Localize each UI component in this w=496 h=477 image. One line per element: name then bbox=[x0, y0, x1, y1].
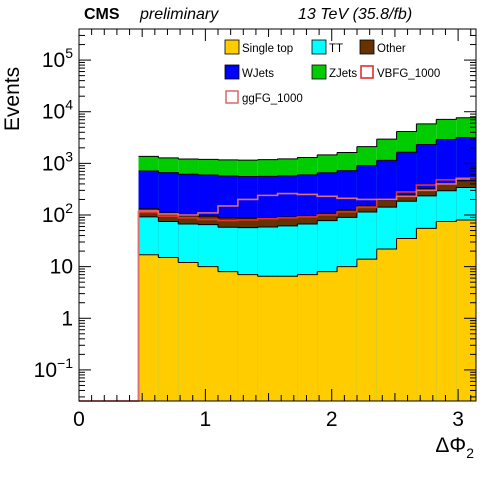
legend-swatch bbox=[311, 64, 327, 80]
histogram-bar bbox=[297, 274, 318, 401]
legend: Single top TT Other WJets ZJets VBFG_1000 ggFG… bbox=[224, 39, 440, 105]
x-tick-label: 1 bbox=[200, 408, 212, 431]
histogram-bar bbox=[416, 228, 437, 401]
histogram-bar bbox=[257, 276, 278, 401]
legend-label: TT bbox=[329, 43, 343, 55]
overlay-ggfg_1000 bbox=[79, 178, 476, 402]
histogram-bar bbox=[396, 238, 417, 401]
legend-swatch bbox=[225, 90, 239, 104]
histogram-bar bbox=[218, 271, 238, 401]
histogram-bar bbox=[356, 259, 377, 401]
histogram-bar bbox=[456, 220, 476, 401]
y-tick-label: 10 bbox=[50, 256, 73, 279]
legend-item: Single top bbox=[224, 39, 293, 55]
legend-swatch bbox=[224, 39, 240, 55]
legend-label: ZJets bbox=[329, 68, 357, 80]
histogram-outline bbox=[138, 137, 476, 177]
x-tick-label: 2 bbox=[326, 408, 338, 431]
legend-label: VBFG_1000 bbox=[377, 68, 440, 80]
legend-swatch bbox=[224, 64, 240, 80]
legend-label: WJets bbox=[242, 68, 274, 80]
legend-label: ggFG_1000 bbox=[242, 93, 303, 105]
histogram-bar bbox=[317, 271, 338, 401]
y-tick-label: 10−1 bbox=[34, 355, 74, 382]
status-label: preliminary bbox=[140, 6, 219, 23]
y-tick-label: 103 bbox=[42, 148, 73, 175]
histogram-bar bbox=[237, 274, 258, 401]
x-tick-label: 3 bbox=[452, 408, 464, 431]
histogram-bar bbox=[436, 221, 457, 401]
legend-swatch bbox=[311, 39, 327, 55]
histogram-bar bbox=[198, 266, 219, 401]
y-tick-label: 104 bbox=[42, 97, 73, 124]
histogram-bar bbox=[178, 262, 199, 401]
legend-swatch bbox=[360, 65, 374, 79]
overlay-vbfg_1000 bbox=[79, 177, 476, 402]
legend-label: Single top bbox=[242, 43, 293, 55]
legend-item: Other bbox=[359, 39, 406, 55]
histogram-bar bbox=[277, 276, 298, 401]
y-tick-label: 105 bbox=[42, 45, 73, 72]
experiment-label: CMS bbox=[84, 6, 120, 23]
histogram-bar bbox=[337, 266, 357, 401]
legend-item: TT bbox=[311, 39, 343, 55]
energy-lumi-label: 13 TeV (35.8/fb) bbox=[298, 6, 413, 23]
y-tick-label: 1 bbox=[61, 307, 73, 330]
x-axis-title: ΔΦ2 bbox=[435, 434, 474, 461]
legend-item: ZJets bbox=[311, 64, 357, 80]
legend-item: VBFG_1000 bbox=[360, 65, 440, 80]
y-axis-title: Events bbox=[1, 67, 24, 131]
legend-swatch bbox=[359, 39, 375, 55]
histogram-bar bbox=[158, 257, 179, 401]
legend-label: Other bbox=[377, 43, 406, 55]
histogram-bar bbox=[138, 254, 159, 401]
histogram-bar bbox=[376, 248, 397, 401]
x-tick-label: 0 bbox=[73, 408, 85, 431]
legend-item: ggFG_1000 bbox=[225, 90, 303, 105]
histogram-outline bbox=[138, 219, 476, 277]
series-single-top bbox=[138, 219, 476, 401]
y-axis: 10−1 1 10 102 103 104 105 bbox=[34, 28, 476, 398]
y-tick-label: 102 bbox=[42, 200, 73, 227]
x-axis: 0 1 2 3 bbox=[73, 29, 472, 431]
histogram-outline bbox=[138, 117, 476, 161]
legend-item: WJets bbox=[224, 64, 274, 80]
